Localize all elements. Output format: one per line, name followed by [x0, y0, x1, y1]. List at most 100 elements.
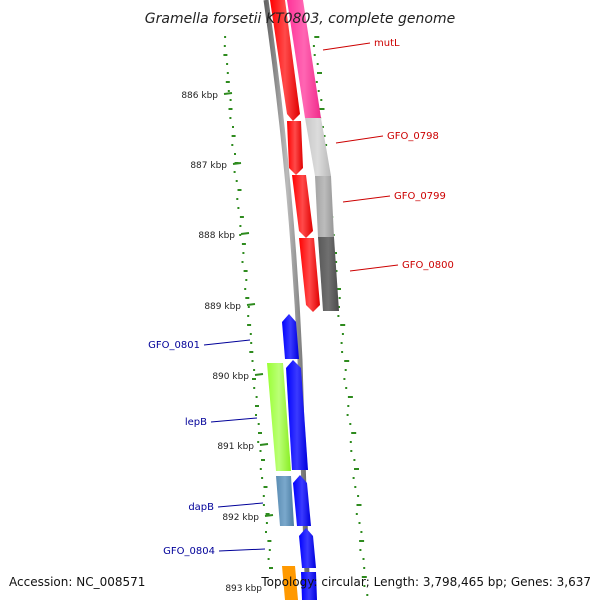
gc-skew-dot: [340, 342, 343, 344]
gc-skew-dot: [358, 522, 361, 524]
gene-GFO_0798[interactable]: [305, 118, 331, 176]
gc-skew-dot: [313, 54, 316, 56]
gc-skew-dot: [255, 405, 259, 407]
kbp-tick-mark: [254, 373, 264, 376]
gc-skew-dot: [245, 279, 248, 281]
gc-skew-dot: [354, 486, 357, 488]
gc-skew-dot: [250, 342, 253, 344]
gc-skew-dot: [224, 36, 227, 38]
gc-skew-dot: [354, 468, 359, 470]
kbp-label: 893 kbp: [225, 584, 262, 594]
leader-line-GFO_0801: [203, 339, 251, 346]
gc-skew-dot: [255, 414, 257, 416]
gc-skew-dot: [340, 324, 346, 326]
label-GFO_0798[interactable]: GFO_0798: [387, 131, 439, 142]
label-dapB[interactable]: dapB: [188, 502, 214, 513]
gc-skew-dot: [319, 108, 325, 110]
gc-skew-dot: [223, 45, 226, 47]
gc-skew-dot: [320, 99, 323, 101]
topology-text: Topology: circular; Length: 3,798,465 bp…: [260, 575, 591, 589]
gc-skew-dot: [343, 378, 346, 380]
leader-line-GFO_0799: [342, 195, 391, 203]
leader-line-GFO_0804: [218, 548, 266, 552]
gc-skew-dot: [362, 558, 365, 560]
gc-skew-dot: [356, 504, 362, 506]
gc-skew-dot: [252, 378, 256, 380]
blue-cds-5[interactable]: [301, 572, 317, 600]
gc-skew-dot: [249, 351, 254, 353]
gc-skew-dot: [315, 81, 318, 83]
gc-skew-dot: [317, 72, 322, 74]
gc-skew-dot: [261, 459, 265, 461]
gc-skew-dot: [335, 261, 338, 263]
map-title: Gramella forsetii KT0803, complete genom…: [145, 11, 455, 27]
kbp-tick-mark: [246, 303, 256, 306]
gc-skew-dot: [353, 459, 356, 461]
gc-skew-dot: [359, 549, 362, 551]
gc-skew-dot: [243, 270, 248, 272]
gc-skew-dot: [239, 225, 242, 227]
gc-skew-dot: [355, 513, 358, 515]
gc-skew-dot: [267, 558, 270, 560]
kbp-tick-mark: [240, 232, 250, 235]
label-GFO_0799[interactable]: GFO_0799: [394, 191, 446, 202]
gc-skew-dot: [226, 63, 229, 65]
gc-skew-dot: [344, 360, 350, 362]
gc-skew-dot: [317, 90, 320, 92]
gc-skew-dot: [314, 36, 320, 38]
gc-skew-dot: [253, 387, 256, 389]
label-GFO_0804[interactable]: GFO_0804: [163, 546, 215, 557]
kbp-label: 892 kbp: [222, 513, 259, 523]
gene-lepB[interactable]: [267, 363, 291, 471]
blue-cds-3[interactable]: [293, 475, 311, 526]
gc-skew-dot: [239, 234, 242, 236]
gene-GFO_0799[interactable]: [315, 176, 334, 237]
gc-skew-dot: [244, 288, 247, 290]
gc-skew-dot: [349, 441, 352, 443]
gc-skew-dot: [366, 594, 369, 596]
kbp-tick-mark: [232, 162, 242, 165]
gc-skew-dot: [247, 324, 252, 326]
red-cds-3[interactable]: [292, 175, 313, 238]
gc-skew-dot: [341, 351, 344, 353]
label-GFO_0800[interactable]: GFO_0800: [402, 260, 454, 271]
orange-gene[interactable]: [282, 566, 298, 600]
kbp-tick-mark: [223, 92, 233, 95]
gc-skew-dot: [341, 333, 344, 335]
gene-dapB[interactable]: [276, 476, 294, 526]
gc-skew-dot: [233, 171, 236, 173]
gc-skew-dot: [223, 54, 228, 56]
leader-line-lepB: [210, 417, 258, 423]
gc-skew-dot: [350, 450, 353, 452]
gc-skew-dot: [237, 189, 242, 191]
gc-skew-dot: [253, 369, 256, 371]
gc-skew-dot: [257, 441, 260, 443]
red-cds-4[interactable]: [299, 238, 320, 312]
gc-skew-dot: [268, 549, 271, 551]
gc-skew-dot: [344, 369, 347, 371]
gc-skew-dot: [265, 531, 267, 533]
gc-skew-dot: [349, 423, 352, 425]
kbp-tick-mark: [264, 514, 274, 517]
gc-skew-dot: [347, 396, 353, 398]
label-lepB[interactable]: lepB: [185, 417, 207, 428]
gc-skew-dot: [237, 207, 240, 209]
gc-skew-dot: [346, 414, 349, 416]
gene-mutL[interactable]: [287, 0, 321, 118]
label-mutL[interactable]: mutL: [374, 38, 400, 49]
gc-skew-dot: [316, 63, 319, 65]
gc-skew-dot: [360, 531, 363, 533]
blue-cds-2[interactable]: [286, 360, 308, 470]
gc-skew-dot: [241, 261, 244, 263]
blue-cds-4[interactable]: [299, 528, 316, 568]
red-cds-1[interactable]: [270, 0, 300, 121]
gc-skew-dot: [345, 387, 348, 389]
gc-skew-dot: [335, 270, 338, 272]
gene-GFO_0800[interactable]: [318, 237, 339, 311]
gc-skew-dot: [227, 90, 230, 92]
gc-skew-dot: [241, 243, 246, 245]
blue-cds-1[interactable]: [282, 314, 299, 359]
label-GFO_0801[interactable]: GFO_0801: [148, 340, 200, 351]
red-cds-2[interactable]: [287, 121, 303, 175]
